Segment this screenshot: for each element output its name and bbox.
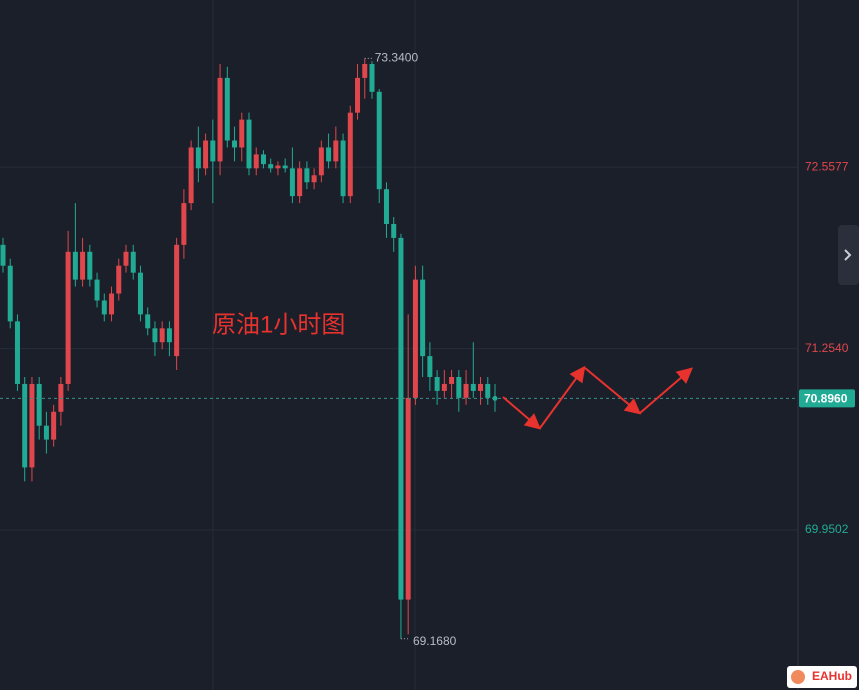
candle-body [311, 175, 317, 183]
candle-body [427, 356, 433, 377]
y-tick-label: 72.5577 [805, 159, 849, 173]
candle-body [87, 251, 93, 280]
candle-body [29, 383, 35, 468]
candle-body [109, 293, 115, 315]
chevron[interactable] [844, 249, 852, 261]
candle-body [441, 383, 447, 391]
candle-body [260, 154, 266, 165]
candle-body [36, 383, 42, 426]
watermark: EAHub [812, 669, 852, 683]
candle-body [412, 279, 418, 398]
candle-body [0, 244, 6, 266]
candle-body [51, 411, 57, 440]
candle-body [166, 328, 172, 343]
candle-body [210, 140, 216, 162]
candle-body [282, 165, 288, 169]
forecast-arrows [502, 365, 694, 430]
candle-body [101, 300, 107, 315]
candle-body [152, 328, 158, 343]
candle-body [485, 383, 491, 398]
y-tick-label: 71.2540 [805, 341, 849, 355]
candle-body [72, 251, 78, 280]
candle-body [420, 279, 426, 357]
candle-body [275, 165, 281, 169]
candle-body [145, 314, 151, 329]
candle-body [224, 77, 230, 141]
candle-body [232, 140, 238, 148]
candle-body [7, 265, 13, 322]
plot: 72.5577 71.2540 69.9502 73.3400 69.1680 [0, 51, 849, 648]
candle-body [43, 425, 49, 440]
max-label: 73.3400 [375, 51, 419, 65]
watermark-bg [787, 666, 857, 688]
candle-body [22, 383, 28, 468]
candle-body [398, 237, 404, 600]
candle-body [246, 119, 252, 169]
candle-body [340, 140, 346, 197]
y-tick-label: 69.9502 [805, 522, 849, 536]
current-price-label: 70.8960 [804, 392, 848, 406]
candle-body [355, 77, 361, 113]
candle-body [159, 328, 165, 343]
candle-body [268, 164, 274, 169]
min-label: 69.1680 [413, 634, 457, 648]
candle-body [195, 147, 201, 169]
candle-body [369, 63, 375, 92]
candle-body [188, 147, 194, 204]
candle-body [181, 203, 187, 245]
candle-body [405, 397, 411, 600]
candle-body [253, 154, 259, 169]
annotation: 原油1小时图 [212, 311, 345, 338]
candle-body [58, 383, 64, 412]
current-price-dot [492, 395, 498, 401]
candle-body [203, 140, 209, 169]
candle-body [333, 140, 339, 162]
candle-body [116, 265, 122, 294]
side-button-bg[interactable] [838, 225, 859, 285]
candle-body [217, 77, 223, 162]
candle-body [434, 376, 440, 391]
candle-body [391, 223, 397, 238]
candle-body [376, 91, 382, 190]
current-price-badge [799, 389, 855, 408]
candle-body [478, 383, 484, 391]
arrow [639, 367, 694, 414]
candle-body [347, 112, 353, 197]
candle-body [470, 383, 476, 391]
candle-body [239, 119, 245, 148]
side-button[interactable] [838, 225, 859, 285]
candle-body [383, 189, 389, 224]
candle-body [463, 383, 469, 398]
candle-body [65, 251, 71, 384]
arrow [502, 396, 542, 430]
candle-body [449, 376, 455, 384]
candle-body [289, 168, 295, 197]
arrow [584, 367, 642, 415]
candle-body [94, 279, 100, 301]
watermark-icon [791, 670, 805, 684]
arrow [539, 365, 586, 429]
candle-body [456, 376, 462, 398]
candle-body [14, 321, 20, 384]
candle-body [297, 168, 303, 197]
candle-body [326, 147, 332, 162]
candle-body [123, 251, 129, 266]
candle-body [174, 244, 180, 357]
candle-body [80, 251, 86, 280]
candle-body [362, 63, 368, 78]
candle-body [137, 272, 143, 315]
candle-body [304, 168, 310, 183]
candle-body [130, 251, 136, 273]
candle-body [318, 147, 324, 176]
